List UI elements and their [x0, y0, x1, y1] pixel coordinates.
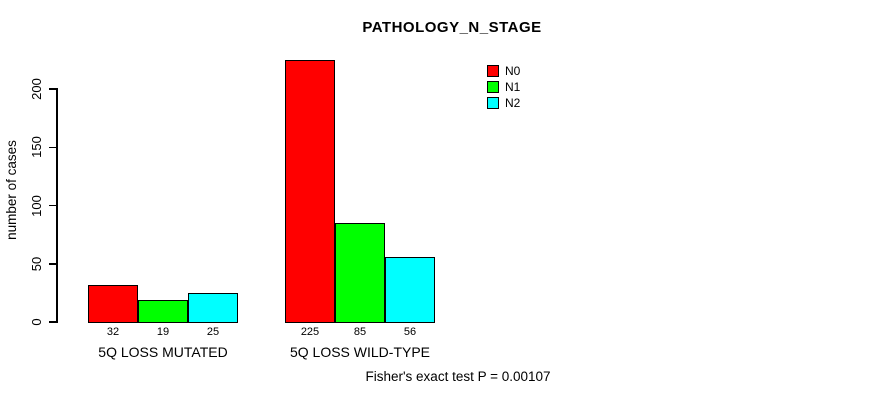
y-axis-label: number of cases	[4, 140, 19, 240]
legend: N0 N1 N2	[487, 64, 520, 110]
legend-item-N1: N1	[487, 80, 520, 94]
fisher-test-annotation: Fisher's exact test P = 0.00107	[365, 369, 551, 384]
bar-N1-5q-loss-mutated	[138, 300, 188, 323]
bar-N0-5q-loss-wild-type	[285, 60, 335, 323]
bar-value-label-N0-group1: 32	[106, 326, 120, 338]
bar-N0-5q-loss-mutated	[88, 285, 138, 323]
category-label-wild-type: 5Q LOSS WILD-TYPE	[289, 344, 431, 360]
chart-title: PATHOLOGY_N_STAGE	[362, 19, 542, 36]
bar-value-label-N1-group2: 85	[353, 326, 367, 338]
category-label-mutated: 5Q LOSS MUTATED	[98, 344, 228, 360]
bar-N2-5q-loss-mutated	[188, 293, 238, 323]
bar-value-label-N2-group2: 56	[403, 326, 417, 338]
bar-N2-5q-loss-wild-type	[385, 257, 435, 323]
legend-label-N2: N2	[505, 96, 521, 110]
y-tick-mark-200	[49, 88, 57, 90]
legend-swatch-N2	[487, 97, 499, 109]
y-tick-label-50: 50	[29, 256, 44, 272]
legend-swatch-N0	[487, 65, 499, 77]
y-tick-mark-150	[49, 146, 57, 148]
y-tick-label-100: 100	[29, 194, 44, 217]
bar-value-label-N2-group1: 25	[206, 326, 220, 338]
y-tick-label-200: 200	[29, 78, 44, 100]
bar-N1-5q-loss-wild-type	[335, 223, 385, 323]
y-tick-label-0: 0	[29, 318, 44, 326]
y-tick-mark-0	[49, 321, 57, 323]
y-tick-label-150: 150	[29, 136, 44, 159]
legend-item-N2: N2	[487, 96, 520, 110]
legend-label-N1: N1	[505, 80, 521, 94]
legend-item-N0: N0	[487, 64, 520, 78]
y-tick-mark-50	[49, 263, 57, 265]
bar-value-label-N1-group1: 19	[156, 326, 170, 338]
legend-swatch-N1	[487, 81, 499, 93]
y-tick-mark-100	[49, 204, 57, 207]
legend-label-N0: N0	[505, 64, 521, 78]
bar-value-label-N0-group2: 225	[300, 326, 320, 338]
